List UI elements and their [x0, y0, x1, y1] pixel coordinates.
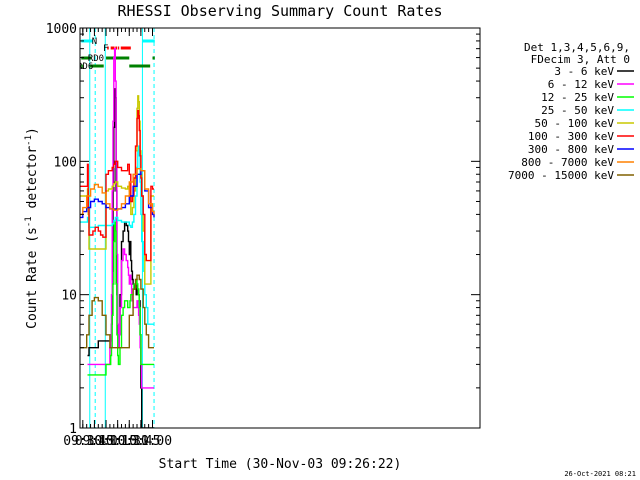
x-tick-label: 09:30	[63, 434, 102, 449]
chart-title: RHESSI Observing Summary Count Rates	[117, 2, 442, 20]
legend-header: FDecim 3, Att 0	[531, 53, 630, 66]
series-line-8	[80, 274, 154, 349]
legend-entry-label: 7000 - 15000 keV	[508, 169, 614, 182]
series-line-1	[87, 48, 154, 389]
legend-entry-label: 300 - 800 keV	[528, 143, 614, 156]
timestamp: 26-Oct-2021 08:21	[564, 470, 636, 478]
series-line-7	[80, 168, 155, 216]
legend-entry-label: 100 - 300 keV	[528, 130, 614, 143]
series-line-5	[80, 109, 154, 262]
x-tick-label: 10:00	[86, 434, 125, 449]
x-tick-label: 11:00	[133, 434, 172, 449]
y-tick-label: 100	[54, 155, 77, 170]
x-tick-label: 09:45	[75, 434, 114, 449]
legend-entry-label: 800 - 7000 keV	[521, 156, 614, 169]
x-axis-label: Start Time (30-Nov-03 09:26:22)	[159, 457, 402, 472]
x-tick-label: 10:45	[121, 434, 160, 449]
series-line-2	[87, 221, 154, 376]
y-tick-label: 1000	[46, 22, 77, 37]
x-tick-label: 10:30	[110, 434, 149, 449]
legend-entry-label: 6 - 12 keV	[548, 78, 615, 91]
y-axis-label: Count Rate (s-1 detector-1)	[24, 127, 40, 329]
legend-entry-label: 25 - 50 keV	[541, 104, 614, 117]
legend-entry-label: 50 - 100 keV	[535, 117, 615, 130]
legend-entry-label: 12 - 25 keV	[541, 91, 614, 104]
y-tick-label: 10	[61, 289, 77, 304]
plot-frame	[79, 27, 481, 429]
series-line-0	[87, 88, 154, 428]
x-tick-label: 10:15	[98, 434, 137, 449]
status-bar-label: F	[103, 44, 108, 54]
y-tick-label: 1	[69, 422, 77, 437]
status-bar-label: N	[92, 37, 97, 47]
legend: Det 1,3,4,5,6,9,FDecim 3, Att 03 - 6 keV…	[508, 41, 634, 182]
status-bar-label: RD6	[77, 62, 93, 72]
legend-header: Det 1,3,4,5,6,9,	[524, 41, 630, 54]
legend-entry-label: 3 - 6 keV	[554, 65, 614, 78]
series-line-3	[80, 145, 154, 325]
status-bar-label: RD0	[88, 54, 104, 64]
